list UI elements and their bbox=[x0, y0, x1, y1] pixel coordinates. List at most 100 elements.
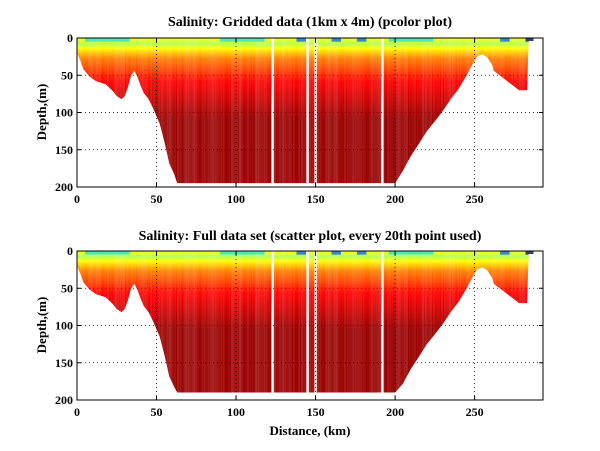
salinity-column bbox=[358, 251, 361, 393]
salinity-column bbox=[232, 251, 235, 393]
salinity-column bbox=[310, 251, 313, 393]
salinity-column bbox=[282, 38, 284, 184]
salinity-column bbox=[91, 38, 93, 184]
salinity-column bbox=[334, 38, 337, 184]
salinity-column bbox=[283, 251, 286, 393]
salinity-column bbox=[422, 38, 424, 184]
salinity-column bbox=[188, 38, 190, 184]
salinity-column bbox=[84, 38, 87, 184]
salinity-column bbox=[162, 38, 165, 184]
salinity-column bbox=[161, 251, 163, 393]
salinity-column bbox=[360, 38, 362, 184]
salinity-column bbox=[210, 38, 213, 184]
salinity-column bbox=[492, 38, 494, 184]
salinity-column bbox=[169, 38, 171, 184]
surface-fresh-patch bbox=[85, 251, 130, 255]
salinity-column bbox=[298, 38, 300, 184]
salinity-column bbox=[455, 38, 458, 184]
salinity-column bbox=[183, 251, 186, 393]
salinity-column bbox=[318, 251, 321, 393]
salinity-column bbox=[393, 38, 396, 184]
salinity-column bbox=[496, 38, 499, 184]
salinity-column bbox=[328, 251, 330, 393]
salinity-column bbox=[371, 38, 373, 184]
salinity-column bbox=[401, 38, 404, 184]
salinity-column bbox=[105, 38, 108, 184]
salinity-column bbox=[181, 251, 184, 393]
salinity-column bbox=[525, 251, 528, 393]
salinity-column bbox=[231, 38, 233, 184]
y-tick-label: 150 bbox=[55, 356, 73, 370]
salinity-column bbox=[496, 251, 499, 393]
salinity-column bbox=[320, 38, 322, 184]
salinity-column bbox=[259, 38, 262, 184]
salinity-column bbox=[452, 251, 454, 393]
salinity-column bbox=[471, 251, 474, 393]
chart-title-gridded: Salinity: Gridded data (1km x 4m) (pcolo… bbox=[168, 15, 452, 30]
salinity-column bbox=[302, 38, 305, 184]
salinity-column bbox=[140, 251, 143, 393]
salinity-column bbox=[352, 251, 354, 393]
salinity-column bbox=[485, 251, 488, 393]
salinity-column bbox=[355, 251, 357, 393]
salinity-column bbox=[420, 38, 423, 184]
salinity-column bbox=[323, 251, 326, 393]
salinity-column bbox=[355, 38, 357, 184]
salinity-column bbox=[167, 251, 170, 393]
salinity-column bbox=[296, 38, 299, 184]
salinity-column bbox=[514, 38, 517, 184]
salinity-column bbox=[269, 38, 272, 184]
salinity-column bbox=[439, 38, 442, 184]
salinity-column bbox=[158, 38, 160, 184]
salinity-column bbox=[434, 251, 437, 393]
salinity-column bbox=[248, 251, 251, 393]
salinity-column bbox=[507, 251, 510, 393]
salinity-column bbox=[517, 38, 520, 184]
y-tick-label: 200 bbox=[55, 393, 73, 407]
salinity-column bbox=[142, 251, 144, 393]
salinity-column bbox=[465, 251, 467, 393]
salinity-column bbox=[344, 251, 346, 393]
salinity-column bbox=[360, 251, 362, 393]
salinity-column bbox=[452, 38, 454, 184]
salinity-column bbox=[115, 251, 117, 393]
salinity-column bbox=[309, 38, 311, 184]
salinity-column bbox=[422, 251, 424, 393]
salinity-column bbox=[333, 38, 335, 184]
salinity-column bbox=[512, 251, 515, 393]
salinity-column bbox=[504, 251, 507, 393]
salinity-column bbox=[278, 38, 281, 184]
salinity-column bbox=[371, 251, 373, 393]
salinity-column bbox=[383, 251, 386, 393]
salinity-column bbox=[178, 251, 181, 393]
salinity-column bbox=[129, 38, 132, 184]
salinity-column bbox=[261, 251, 264, 393]
salinity-column bbox=[247, 38, 249, 184]
salinity-column bbox=[530, 38, 532, 184]
salinity-column bbox=[175, 38, 178, 184]
salinity-column bbox=[118, 38, 120, 184]
salinity-column bbox=[428, 38, 431, 184]
salinity-column bbox=[495, 251, 497, 393]
salinity-column bbox=[191, 38, 194, 184]
salinity-column bbox=[430, 251, 432, 393]
salinity-column bbox=[533, 38, 534, 184]
salinity-column bbox=[342, 251, 345, 393]
salinity-column bbox=[263, 251, 265, 393]
salinity-column bbox=[267, 251, 270, 393]
salinity-column bbox=[92, 251, 95, 393]
salinity-column bbox=[410, 38, 413, 184]
salinity-column bbox=[390, 38, 392, 184]
salinity-column bbox=[325, 251, 327, 393]
x-tick-label: 150 bbox=[307, 405, 325, 419]
salinity-column bbox=[519, 251, 521, 393]
surface-fresh-patch bbox=[85, 38, 130, 42]
salinity-column bbox=[259, 251, 262, 393]
salinity-column bbox=[522, 38, 524, 184]
salinity-column bbox=[191, 251, 194, 393]
salinity-column bbox=[221, 251, 224, 393]
salinity-column bbox=[401, 251, 404, 393]
salinity-column bbox=[312, 251, 315, 393]
salinity-column bbox=[121, 38, 124, 184]
salinity-column bbox=[511, 251, 513, 393]
